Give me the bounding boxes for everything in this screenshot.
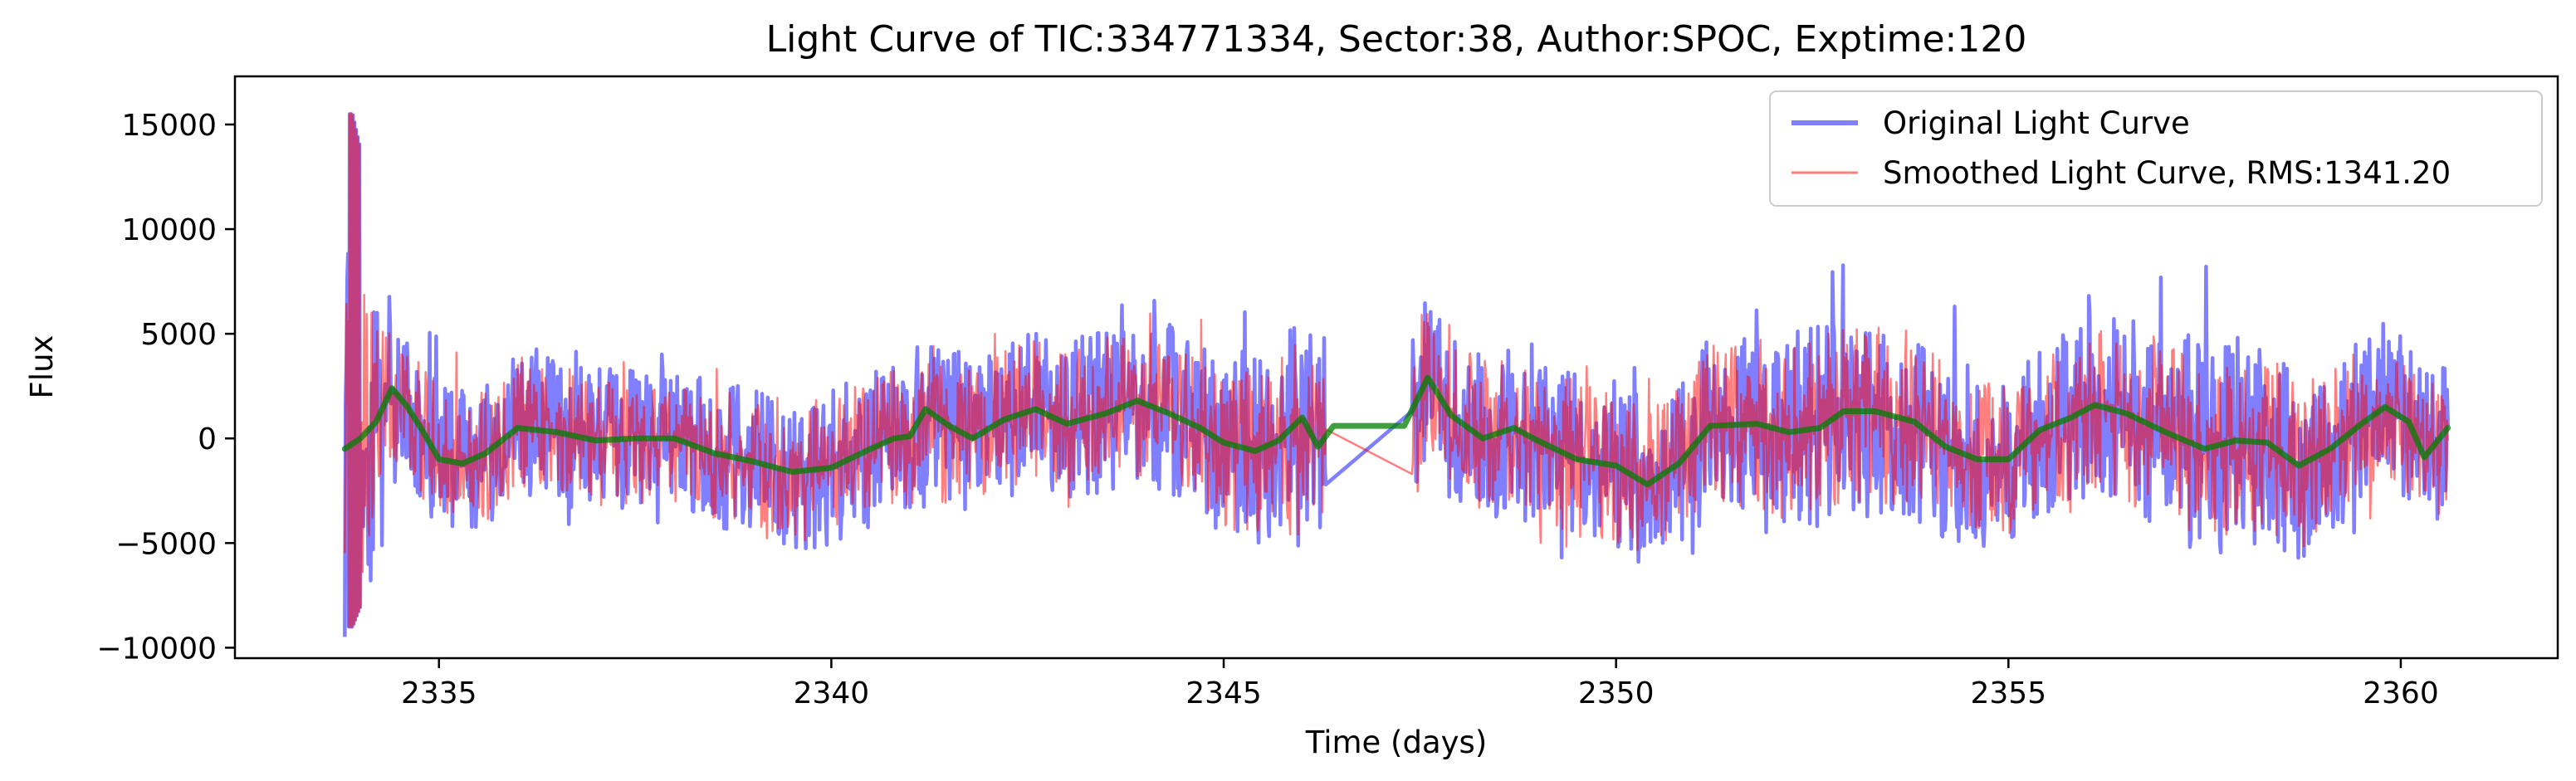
y-axis-label: Flux (24, 335, 60, 399)
y-tick-label: −10000 (96, 632, 217, 666)
y-tick-label: 5000 (140, 318, 217, 352)
y-axis: −10000 −5000 0 5000 10000 15000 (96, 109, 235, 666)
x-axis: 2335 2340 2345 2350 2355 2360 (401, 658, 2439, 710)
legend-box (1769, 90, 2543, 207)
y-tick-label: 0 (198, 422, 217, 456)
y-tick-label: 10000 (121, 213, 217, 247)
y-tick-label: 15000 (121, 109, 217, 143)
series-trend-line (341, 374, 2451, 488)
x-tick-label: 2340 (794, 676, 870, 710)
x-tick-label: 2350 (1578, 676, 1655, 710)
legend-label-smoothed: Smoothed Light Curve, RMS:1341.20 (1883, 155, 2451, 191)
plot-frame (233, 75, 2559, 660)
plot-data-layer (341, 112, 2451, 637)
x-tick-label: 2345 (1185, 676, 1262, 710)
x-tick-label: 2355 (1970, 676, 2046, 710)
x-tick-label: 2360 (2363, 676, 2439, 710)
chart-title: Light Curve of TIC:334771334, Sector:38,… (766, 18, 2027, 61)
legend-label-original: Original Light Curve (1883, 105, 2190, 141)
legend: Original Light Curve Smoothed Light Curv… (1769, 90, 2543, 207)
x-tick-label: 2335 (401, 676, 477, 710)
y-tick-label: −5000 (115, 527, 217, 561)
x-axis-label: Time (days) (1305, 725, 1488, 760)
